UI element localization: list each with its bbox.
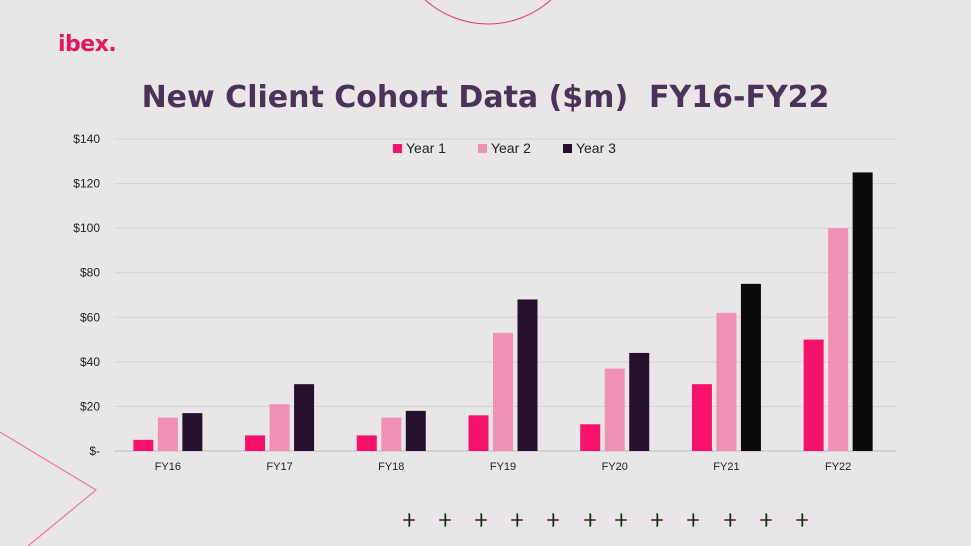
chart-title: New Client Cohort Data ($m) FY16-FY22 xyxy=(141,80,830,115)
x-axis: FY16 FY17 FY18 FY19 FY20 FY21 FY22 xyxy=(155,461,852,473)
legend-label: Year 1 xyxy=(406,140,446,156)
legend-item-year-3: Year 3 xyxy=(562,140,616,156)
chart-gridlines xyxy=(114,138,896,452)
decorative-plus xyxy=(403,513,415,527)
chart-legend: Year 1 Year 2 Year 3 xyxy=(393,140,616,156)
decorative-circle xyxy=(424,0,552,25)
y-tick-label: $100 xyxy=(73,221,100,235)
chart-bars xyxy=(133,172,873,451)
decorative-plus xyxy=(475,513,487,527)
x-tick-label: FY22 xyxy=(825,461,851,473)
legend-item-year-1: Year 1 xyxy=(393,140,446,156)
decorative-plus xyxy=(651,513,663,527)
decorative-triangle xyxy=(0,431,98,546)
x-tick-label: FY17 xyxy=(266,461,292,473)
y-tick-label: $20 xyxy=(80,399,100,413)
y-tick-label: $60 xyxy=(80,310,100,324)
decorative-plus xyxy=(760,513,772,527)
x-tick-label: FY20 xyxy=(602,461,628,473)
y-tick-label: $120 xyxy=(73,177,100,191)
decorative-plus xyxy=(547,513,559,527)
legend-swatch xyxy=(562,143,572,153)
bar-fy22-year-3 xyxy=(852,172,873,451)
y-tick-label: $- xyxy=(89,444,100,458)
legend-swatch xyxy=(393,143,402,153)
decorative-plus xyxy=(796,513,808,527)
legend-label: Year 2 xyxy=(490,140,531,156)
bar-fy16-year-2 xyxy=(157,417,178,451)
x-tick-label: FY16 xyxy=(155,461,181,473)
bar-fy17-year-1 xyxy=(245,435,266,451)
y-tick-label: $140 xyxy=(73,132,100,146)
bar-fy18-year-2 xyxy=(381,417,402,451)
bar-fy18-year-1 xyxy=(356,435,377,451)
bar-fy19-year-3 xyxy=(517,299,538,451)
bar-fy19-year-1 xyxy=(468,415,489,451)
y-tick-label: $40 xyxy=(80,355,100,369)
y-axis: $- $20 $40 $60 $80 $100 $120 $140 xyxy=(73,132,100,458)
bar-fy22-year-2 xyxy=(828,228,849,451)
ibex-logo: ibex. xyxy=(58,32,117,57)
bar-fy21-year-2 xyxy=(716,312,737,451)
x-tick-label: FY18 xyxy=(378,461,404,473)
decorative-plus xyxy=(439,513,451,527)
decorative-plus xyxy=(724,513,736,527)
y-tick-label: $80 xyxy=(80,266,100,280)
decorative-plus xyxy=(615,513,627,527)
bar-fy21-year-1 xyxy=(691,384,712,451)
legend-swatch xyxy=(477,143,487,153)
x-tick-label: FY21 xyxy=(713,461,739,473)
bar-fy16-year-3 xyxy=(182,413,203,451)
decorative-plus xyxy=(584,513,596,527)
decorative-plus xyxy=(511,513,523,527)
bar-fy18-year-3 xyxy=(405,410,426,451)
bar-fy19-year-2 xyxy=(493,332,513,451)
bar-fy20-year-2 xyxy=(604,368,625,451)
bar-fy16-year-1 xyxy=(133,439,154,451)
legend-label: Year 3 xyxy=(575,140,616,156)
bar-fy17-year-2 xyxy=(269,404,290,451)
decorative-plus xyxy=(687,513,699,527)
bar-fy20-year-1 xyxy=(580,424,601,451)
bar-fy22-year-1 xyxy=(803,339,824,451)
x-tick-label: FY19 xyxy=(490,461,516,473)
bar-fy21-year-3 xyxy=(740,283,761,451)
legend-item-year-2: Year 2 xyxy=(477,140,531,156)
bar-fy17-year-3 xyxy=(294,384,315,451)
bar-fy20-year-3 xyxy=(629,352,650,451)
decorative-plus-row xyxy=(403,513,808,527)
